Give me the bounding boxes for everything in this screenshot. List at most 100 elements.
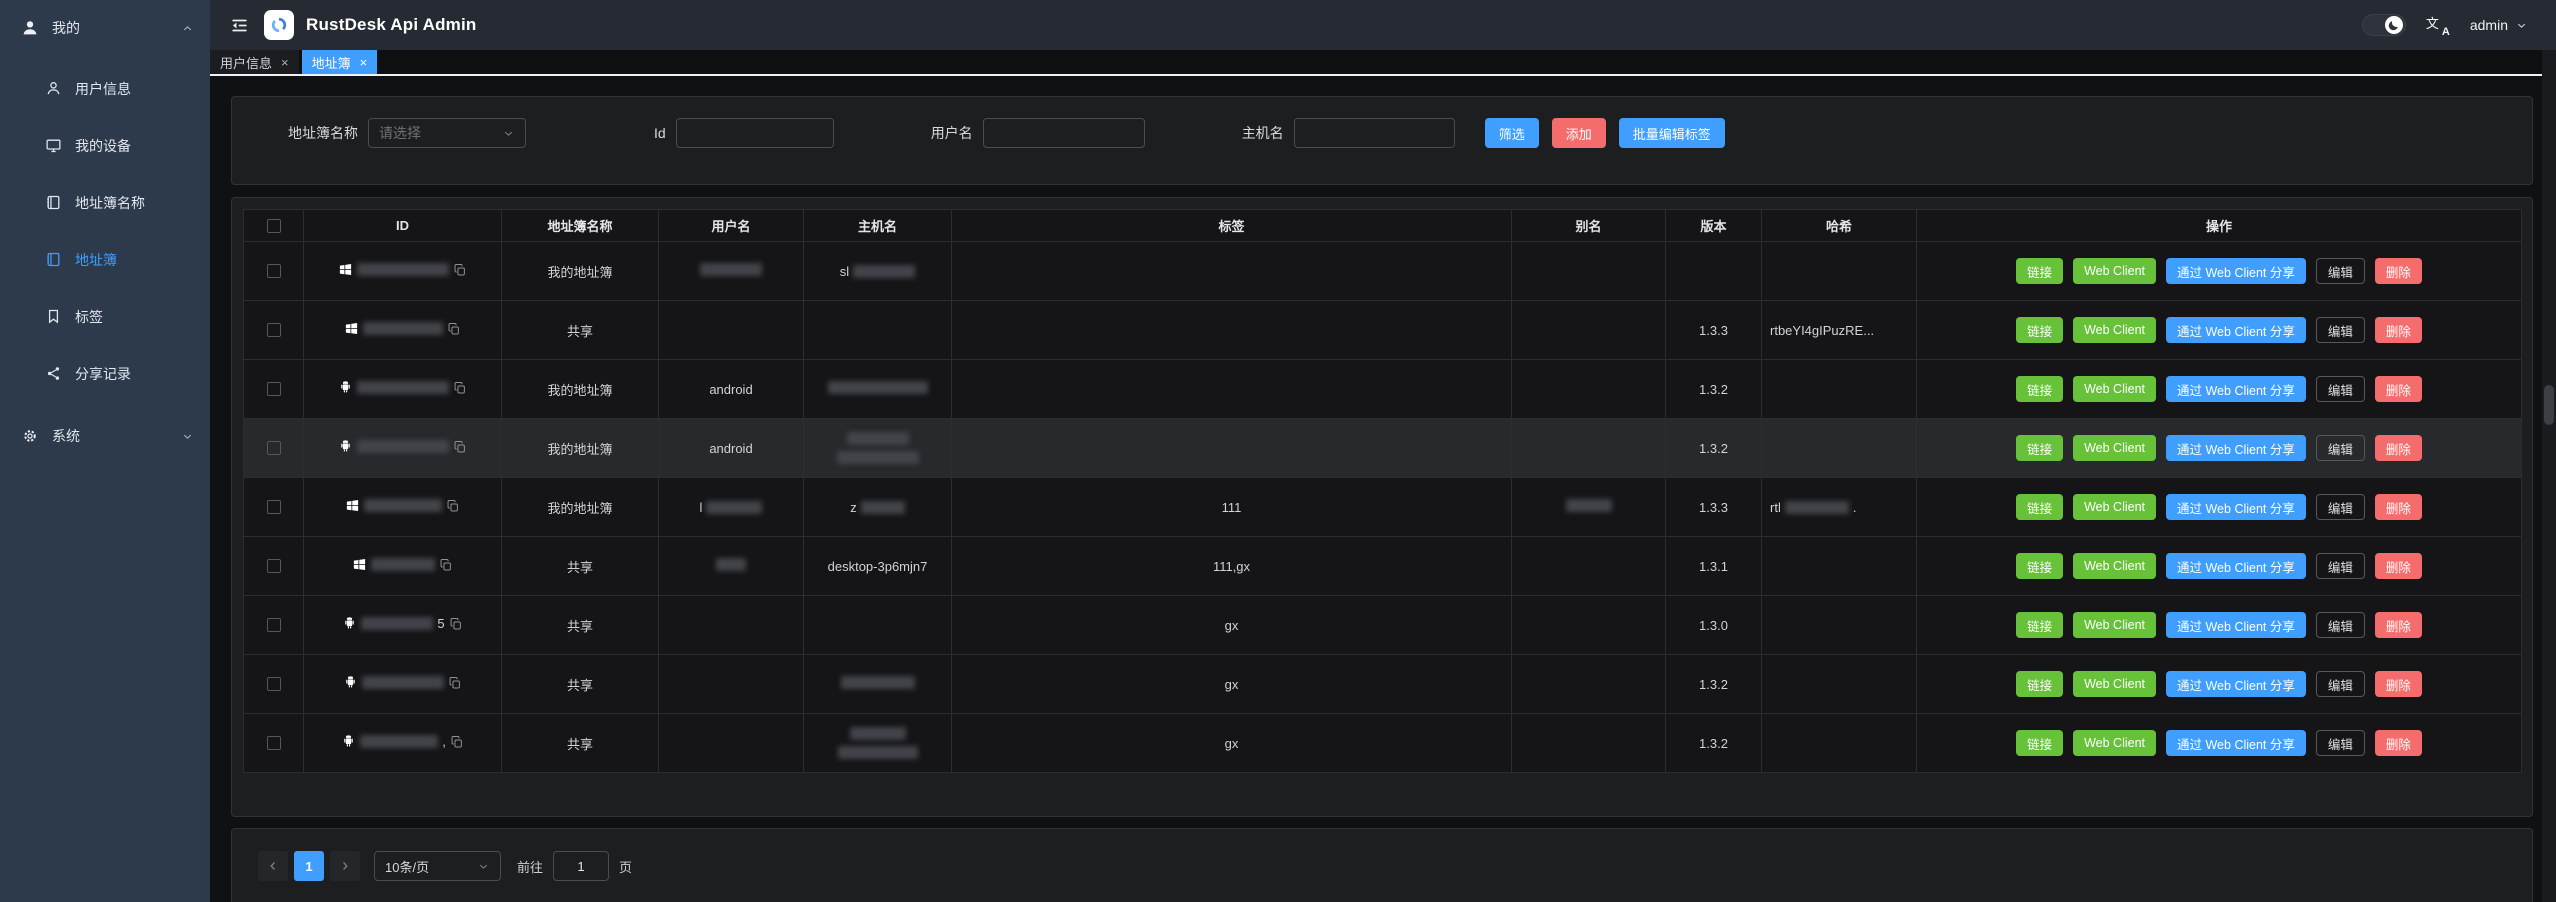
- goto-label: 前往: [517, 859, 544, 875]
- user-menu[interactable]: admin: [2470, 17, 2528, 33]
- share-via-web-client-button[interactable]: 通过 Web Client 分享: [2166, 258, 2306, 284]
- tab-close-icon[interactable]: ×: [281, 54, 289, 70]
- row-checkbox[interactable]: [266, 323, 281, 337]
- row-checkbox[interactable]: [266, 559, 281, 573]
- id-input[interactable]: [675, 118, 834, 148]
- share-via-web-client-button[interactable]: 通过 Web Client 分享: [2166, 494, 2306, 520]
- theme-toggle[interactable]: [2361, 14, 2406, 36]
- filter-button[interactable]: 筛选: [1484, 118, 1539, 148]
- web-client-button[interactable]: Web Client: [2073, 612, 2157, 638]
- row-checkbox[interactable]: [266, 736, 281, 750]
- link-button[interactable]: 链接: [2016, 494, 2064, 520]
- edit-button[interactable]: 编辑: [2315, 671, 2365, 697]
- link-button[interactable]: 链接: [2016, 317, 2064, 343]
- copy-id-icon[interactable]: [439, 558, 453, 572]
- row-checkbox[interactable]: [266, 618, 281, 632]
- edit-button[interactable]: 编辑: [2315, 317, 2365, 343]
- current-page-button[interactable]: 1: [294, 851, 324, 881]
- copy-id-icon[interactable]: [446, 499, 460, 513]
- edit-button[interactable]: 编辑: [2315, 553, 2365, 579]
- goto-page-input[interactable]: [553, 851, 610, 881]
- next-page-button[interactable]: [330, 851, 360, 881]
- tab-user-info[interactable]: 用户信息 ×: [210, 50, 299, 74]
- web-client-button[interactable]: Web Client: [2073, 494, 2157, 520]
- prev-page-button[interactable]: [258, 851, 288, 881]
- copy-id-icon[interactable]: [453, 440, 467, 454]
- hostname-input[interactable]: [1293, 118, 1455, 148]
- link-button[interactable]: 链接: [2016, 730, 2064, 756]
- copy-id-icon[interactable]: [447, 322, 461, 336]
- delete-button[interactable]: 删除: [2374, 435, 2422, 461]
- edit-button[interactable]: 编辑: [2315, 376, 2365, 402]
- select-all-checkbox[interactable]: [266, 218, 281, 233]
- web-client-button[interactable]: Web Client: [2073, 258, 2157, 284]
- address-book-select[interactable]: 请选择: [368, 118, 526, 148]
- redacted-text: [362, 676, 444, 689]
- delete-button[interactable]: 删除: [2374, 258, 2422, 284]
- username-input[interactable]: [982, 118, 1145, 148]
- tab-address-book[interactable]: 地址簿 ×: [301, 50, 378, 74]
- sidebar-item-share-records[interactable]: 分享记录: [0, 345, 210, 402]
- sidebar-group-system: 系统: [0, 408, 210, 464]
- row-checkbox[interactable]: [266, 500, 281, 514]
- copy-id-icon[interactable]: [453, 381, 467, 395]
- link-button[interactable]: 链接: [2016, 671, 2064, 697]
- collapse-sidebar-icon[interactable]: [230, 16, 249, 35]
- copy-id-icon[interactable]: [450, 735, 464, 749]
- row-checkbox[interactable]: [266, 441, 281, 455]
- sidebar-item-tags[interactable]: 标签: [0, 288, 210, 345]
- link-button[interactable]: 链接: [2016, 435, 2064, 461]
- delete-button[interactable]: 删除: [2374, 730, 2422, 756]
- delete-button[interactable]: 删除: [2374, 494, 2422, 520]
- scrollbar-track[interactable]: [2542, 50, 2556, 902]
- copy-id-icon[interactable]: [448, 676, 462, 690]
- link-button[interactable]: 链接: [2016, 376, 2064, 402]
- share-via-web-client-button[interactable]: 通过 Web Client 分享: [2166, 376, 2306, 402]
- share-via-web-client-button[interactable]: 通过 Web Client 分享: [2166, 671, 2306, 697]
- share-via-web-client-button[interactable]: 通过 Web Client 分享: [2166, 553, 2306, 579]
- scrollbar-thumb[interactable]: [2544, 385, 2554, 425]
- delete-button[interactable]: 删除: [2374, 671, 2422, 697]
- link-button[interactable]: 链接: [2016, 612, 2064, 638]
- delete-button[interactable]: 删除: [2374, 317, 2422, 343]
- sidebar-item-address-book[interactable]: 地址簿: [0, 231, 210, 288]
- sidebar-group-system-header[interactable]: 系统: [0, 408, 210, 464]
- sidebar-item-my-devices[interactable]: 我的设备: [0, 117, 210, 174]
- link-button[interactable]: 链接: [2016, 258, 2064, 284]
- web-client-button[interactable]: Web Client: [2073, 730, 2157, 756]
- sidebar-item-user-info[interactable]: 用户信息: [0, 60, 210, 117]
- copy-id-icon[interactable]: [453, 263, 467, 277]
- row-checkbox[interactable]: [266, 677, 281, 691]
- web-client-button[interactable]: Web Client: [2073, 317, 2157, 343]
- edit-button[interactable]: 编辑: [2315, 730, 2365, 756]
- batch-edit-tags-button[interactable]: 批量编辑标签: [1618, 118, 1725, 148]
- row-checkbox[interactable]: [266, 264, 281, 278]
- actions-cell: 链接 Web Client 通过 Web Client 分享 编辑 删除: [1916, 536, 2522, 596]
- copy-id-icon[interactable]: [449, 617, 463, 631]
- edit-button[interactable]: 编辑: [2315, 494, 2365, 520]
- tab-close-icon[interactable]: ×: [359, 54, 368, 70]
- edit-button[interactable]: 编辑: [2315, 258, 2365, 284]
- share-via-web-client-button[interactable]: 通过 Web Client 分享: [2166, 435, 2306, 461]
- share-via-web-client-button[interactable]: 通过 Web Client 分享: [2166, 612, 2306, 638]
- redacted-text: [361, 617, 434, 630]
- web-client-button[interactable]: Web Client: [2073, 376, 2157, 402]
- notebook-icon: [45, 194, 62, 211]
- web-client-button[interactable]: Web Client: [2073, 553, 2157, 579]
- delete-button[interactable]: 删除: [2374, 612, 2422, 638]
- web-client-button[interactable]: Web Client: [2073, 435, 2157, 461]
- share-via-web-client-button[interactable]: 通过 Web Client 分享: [2166, 317, 2306, 343]
- sidebar-group-mine-header[interactable]: 我的: [0, 0, 210, 56]
- sidebar-item-address-book-names[interactable]: 地址簿名称: [0, 174, 210, 231]
- page-size-select[interactable]: 10条/页: [374, 851, 501, 881]
- link-button[interactable]: 链接: [2016, 553, 2064, 579]
- row-checkbox[interactable]: [266, 382, 281, 396]
- share-via-web-client-button[interactable]: 通过 Web Client 分享: [2166, 730, 2306, 756]
- web-client-button[interactable]: Web Client: [2073, 671, 2157, 697]
- add-button[interactable]: 添加: [1551, 118, 1606, 148]
- delete-button[interactable]: 删除: [2374, 553, 2422, 579]
- edit-button[interactable]: 编辑: [2315, 435, 2365, 461]
- delete-button[interactable]: 删除: [2374, 376, 2422, 402]
- edit-button[interactable]: 编辑: [2315, 612, 2365, 638]
